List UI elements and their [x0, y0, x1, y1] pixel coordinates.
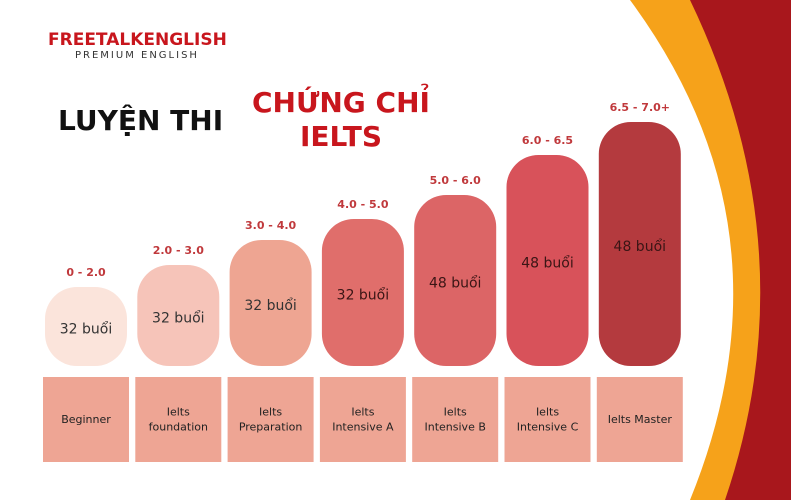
level-name: Ielts [536, 406, 559, 419]
level-pill [321, 219, 404, 366]
level-name: Beginner [61, 413, 111, 426]
logo-brand: FREETALKENGLISH [48, 30, 227, 50]
level-pill [414, 195, 497, 366]
level-name: Preparation [239, 421, 303, 434]
sessions: 32 buổi [337, 287, 389, 304]
score-range: 0 - 2.0 [66, 266, 106, 279]
level-pill [598, 122, 681, 366]
level-name: Intensive C [517, 421, 579, 434]
level-name: Ielts [167, 406, 190, 419]
level-name: Ielts [444, 406, 467, 419]
level-pill [45, 287, 127, 366]
sessions: 48 buổi [429, 275, 481, 292]
level-box [319, 377, 406, 462]
score-range: 6.0 - 6.5 [522, 134, 573, 147]
sessions: 48 buổi [614, 238, 666, 255]
sessions: 32 buổi [60, 321, 112, 338]
sessions: 32 buổi [152, 310, 204, 327]
score-range: 5.0 - 6.0 [430, 174, 482, 187]
level-name: foundation [149, 421, 208, 434]
level-box [596, 377, 683, 462]
score-range: 2.0 - 3.0 [153, 244, 205, 257]
sessions: 48 buổi [521, 255, 573, 272]
score-range: 3.0 - 4.0 [245, 219, 297, 232]
level-box [504, 377, 591, 462]
level-box [135, 377, 222, 462]
level-name: Ielts [351, 406, 374, 419]
level-box [227, 377, 314, 462]
sessions: 32 buổi [244, 297, 296, 314]
title-line3: IELTS [300, 120, 382, 153]
level-name: Intensive B [425, 421, 486, 434]
level-name: Ielts [259, 406, 282, 419]
level-name: Ielts Master [608, 413, 673, 426]
logo-tagline: PREMIUM ENGLISH [75, 50, 199, 61]
score-range: 6.5 - 7.0+ [610, 101, 670, 114]
level-pill [137, 265, 220, 366]
levels: 0 - 2.0 32 buổi Beginner 2.0 - 3.0 32 buổi Ie… [43, 101, 683, 462]
level-box [43, 377, 129, 462]
title-line2: CHỨNG CHỈ [252, 82, 430, 119]
level-box [412, 377, 499, 462]
title-line1: LUYỆN THI [58, 103, 223, 137]
level-name: Intensive A [332, 421, 394, 434]
level-pill [229, 240, 312, 366]
score-range: 4.0 - 5.0 [337, 198, 389, 211]
level-pill [506, 155, 589, 366]
decor-red [690, 0, 791, 500]
